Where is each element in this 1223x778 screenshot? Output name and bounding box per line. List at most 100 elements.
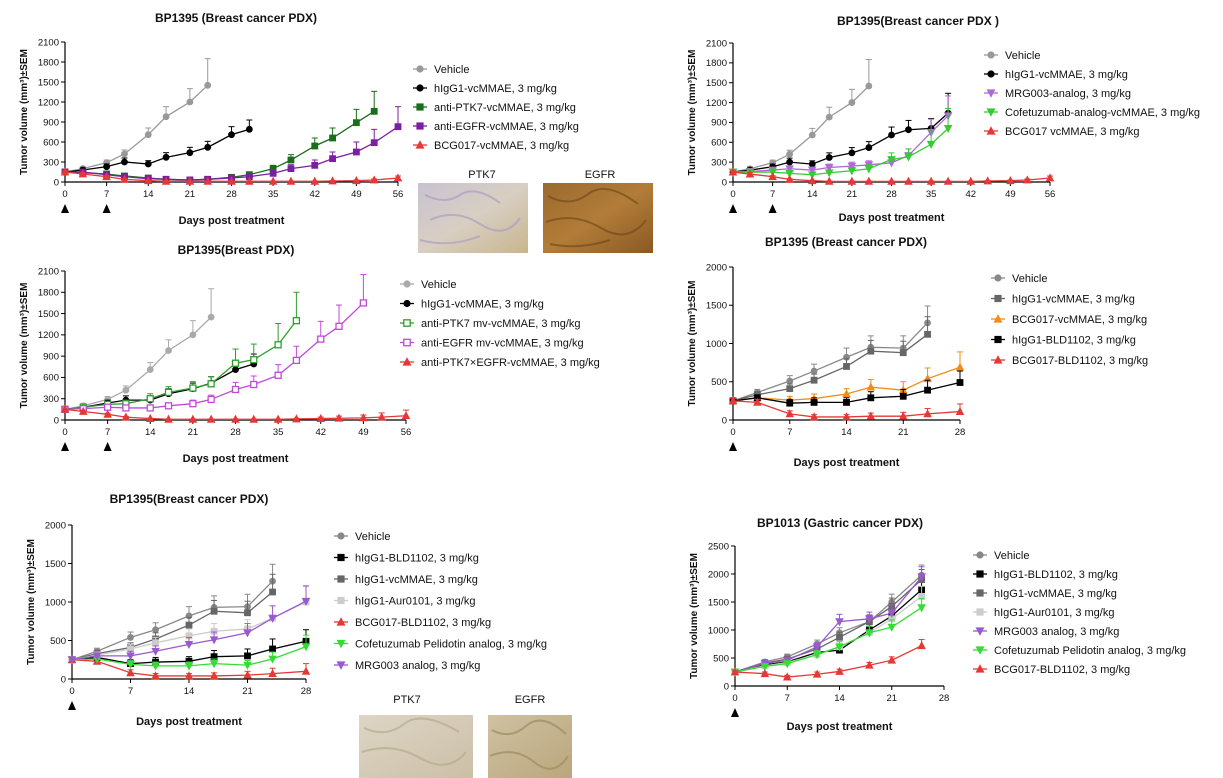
legend-marker — [987, 70, 995, 78]
series-4 — [728, 396, 965, 421]
legend-label: Vehicle — [434, 64, 469, 76]
histology-label-ptk7-bottom: PTK7 — [393, 694, 421, 706]
data-point — [760, 669, 770, 678]
legend-marker — [986, 89, 996, 98]
tumor-growth-chart-ptk7-egfr-vcmmae: BP1395 (Breast cancer PDX) 0 300 600 900 1200… — [19, 11, 579, 227]
x-tick-label: 35 — [268, 189, 279, 200]
y-tick-label: 2000 — [45, 520, 66, 531]
x-tick-label: 28 — [939, 693, 950, 704]
data-point — [162, 153, 170, 161]
data-point — [867, 347, 875, 355]
data-point — [269, 588, 276, 596]
data-point — [209, 671, 219, 680]
series-6 — [67, 585, 311, 665]
data-point — [917, 573, 926, 582]
data-point — [103, 403, 112, 411]
data-point — [785, 409, 795, 418]
dosing-arrow-icon — [103, 442, 112, 451]
legend-marker — [987, 51, 995, 59]
data-point — [329, 134, 336, 142]
data-point — [888, 131, 895, 139]
legend-label: BCG017-BLD1102, 3 mg/kg — [355, 617, 491, 629]
x-tick-label: 49 — [351, 189, 362, 200]
legend-label: hIgG1-BLD1102, 3 mg/kg — [355, 553, 479, 565]
y-tick-label: 2000 — [708, 569, 729, 580]
data-point — [825, 113, 833, 121]
x-tick-label: 14 — [145, 427, 156, 438]
y-axis-label: Tumor volume (mm³)±SEM — [26, 539, 37, 665]
legend-marker — [994, 294, 1002, 303]
data-point — [728, 167, 738, 176]
x-tick-label: 7 — [787, 427, 792, 438]
x-tick-label: 42 — [965, 189, 976, 200]
data-point — [786, 150, 794, 158]
data-point — [865, 615, 874, 624]
data-point — [231, 359, 240, 367]
data-point — [401, 411, 411, 420]
data-point — [121, 412, 131, 421]
data-point — [926, 140, 936, 149]
data-point — [60, 404, 70, 413]
data-point — [924, 330, 931, 338]
series-line — [71, 591, 273, 661]
data-point — [164, 402, 173, 410]
y-tick-label: 1000 — [706, 339, 727, 350]
x-tick-label: 7 — [128, 686, 133, 697]
legend-marker — [403, 280, 411, 288]
legend-label: Cofetuzumab-analog-vcMMAE, 3 mg/kg — [1005, 107, 1200, 119]
series-line — [734, 574, 923, 673]
tumor-growth-chart-bld1102-vcmmae: BP1395 (Breast cancer PDX) 0 500 1000 1500 20… — [687, 235, 1148, 469]
data-point — [250, 380, 258, 389]
data-point — [301, 597, 311, 606]
data-point — [144, 160, 152, 168]
legend-label: Vehicle — [1005, 50, 1040, 62]
series-line — [732, 115, 949, 173]
data-point — [268, 668, 277, 678]
data-point — [207, 380, 215, 388]
legend-label: hIgG1-vcMMAE, 3 mg/kg — [355, 574, 478, 586]
series-line — [732, 112, 949, 173]
data-point — [164, 414, 173, 423]
y-tick-label: 1500 — [706, 301, 727, 312]
data-point — [122, 386, 130, 394]
series-line — [64, 302, 364, 411]
legend-marker — [336, 617, 346, 626]
x-tick-label: 35 — [273, 427, 284, 438]
data-point — [807, 166, 817, 175]
data-point — [1006, 176, 1015, 185]
data-point — [810, 376, 818, 384]
series-2 — [61, 291, 301, 414]
x-tick-label: 49 — [358, 427, 369, 438]
data-point — [843, 363, 850, 370]
y-tick-label: 900 — [43, 117, 59, 128]
legend-marker — [986, 108, 996, 117]
legend-marker — [975, 646, 985, 655]
y-tick-label: 1200 — [706, 98, 727, 109]
data-point — [244, 609, 251, 617]
data-point — [127, 634, 134, 641]
y-tick-label: 600 — [43, 373, 59, 384]
data-point — [144, 131, 152, 139]
x-tick-label: 0 — [62, 427, 67, 438]
data-point — [887, 156, 896, 165]
data-point — [311, 161, 319, 169]
data-point — [983, 176, 992, 185]
legend-label: BCG017 vcMMAE, 3 mg/kg — [1005, 126, 1140, 138]
legend-label: Vehicle — [994, 550, 1029, 562]
data-point — [207, 313, 215, 321]
y-tick-label: 300 — [43, 394, 59, 405]
data-point — [369, 175, 379, 184]
data-point — [204, 143, 212, 151]
data-point — [121, 158, 128, 166]
data-point — [782, 672, 792, 681]
series-line — [732, 85, 870, 173]
legend-label: hIgG1-vcMMAE, 3 mg/kg — [994, 588, 1117, 600]
data-point — [926, 176, 936, 185]
data-point — [808, 131, 816, 139]
x-axis-label: Days post treatment — [136, 716, 242, 728]
chart-title: BP1013 (Gastric cancer PDX) — [757, 516, 923, 530]
legend-label: anti-PTK7 mv-vcMMAE, 3 mg/kg — [421, 318, 581, 330]
tumor-growth-chart-bld1102-comparators: BP1395(Breast cancer PDX) 0 500 1000 1500 200… — [26, 492, 547, 728]
data-point — [835, 666, 844, 675]
data-point — [185, 621, 193, 629]
